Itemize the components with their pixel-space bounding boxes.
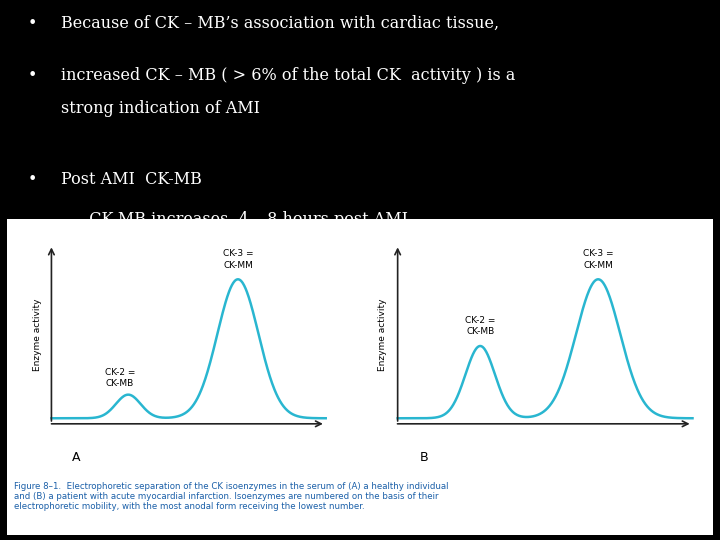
Text: Because of CK – MB’s association with cardiac tissue,: Because of CK – MB’s association with ca… [61,15,500,32]
Text: Post AMI  CK-MB: Post AMI CK-MB [61,171,202,188]
Text: CK-2 =
CK-MB: CK-2 = CK-MB [465,316,495,336]
Text: B: B [420,451,428,464]
Text: – Peaks at  12 - 24 hours post AMI: – Peaks at 12 - 24 hours post AMI [76,254,354,272]
Text: CK-3 =
CK-MM: CK-3 = CK-MM [222,249,253,269]
Text: A: A [72,451,81,464]
Text: CK-3 =
CK-MM: CK-3 = CK-MM [583,249,613,269]
Text: •: • [27,171,37,188]
Text: increased CK – MB ( > 6% of the total CK  activity ) is a: increased CK – MB ( > 6% of the total CK… [61,67,516,84]
Text: Enzyme activity: Enzyme activity [379,299,387,371]
Text: Figure 8–1.  Electrophoretic separation of the CK isoenzymes in the serum of (A): Figure 8–1. Electrophoretic separation o… [14,482,449,511]
Text: •: • [27,67,37,84]
Text: strong indication of AMI: strong indication of AMI [61,100,260,117]
Text: Enzyme activity: Enzyme activity [33,299,42,371]
Text: CK-2 =
CK-MB: CK-2 = CK-MB [105,368,135,388]
Text: •: • [27,15,37,32]
Text: – CK-MB increases  4 – 8 hours post AMI: – CK-MB increases 4 – 8 hours post AMI [76,211,408,228]
Text: – Returns to normal  48 - 72  hours later: – Returns to normal 48 - 72 hours later [76,298,405,315]
